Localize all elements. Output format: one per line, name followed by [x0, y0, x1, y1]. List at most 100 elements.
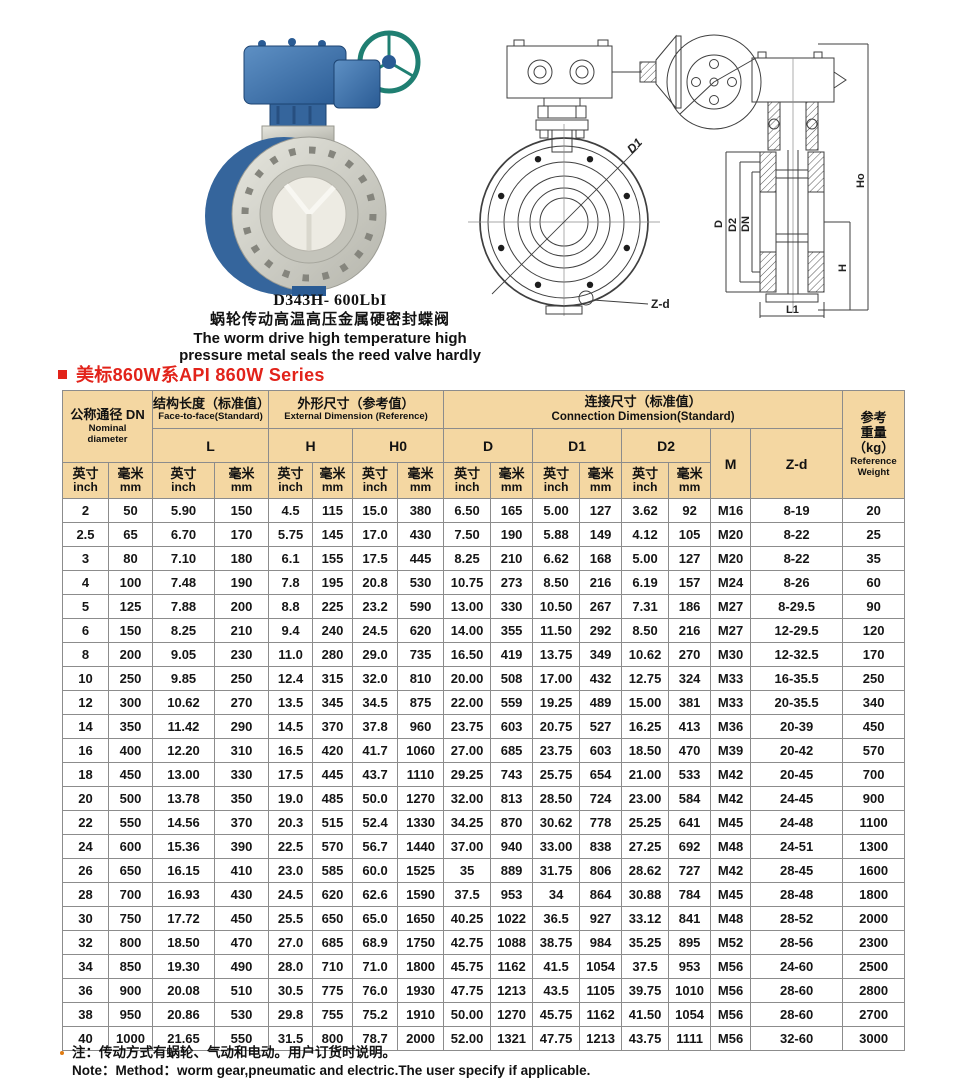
table-cell: M24: [710, 570, 752, 595]
table-cell: 28-45: [750, 858, 844, 883]
col-header-D1: D1: [532, 428, 623, 463]
table-cell: 12: [62, 690, 109, 715]
table-cell: 38.75: [532, 930, 581, 955]
table-cell: 533: [668, 762, 712, 787]
table-cell: 813: [490, 786, 534, 811]
table-cell: 10: [62, 666, 109, 691]
table-cell: 350: [214, 786, 270, 811]
table-cell: 20.8: [352, 570, 399, 595]
table-cell: 927: [579, 906, 623, 931]
unit-header-inch: 英寸 inch: [621, 462, 670, 499]
table-cell: 300: [107, 690, 154, 715]
table-cell: 20.00: [443, 666, 492, 691]
col-header-D2: D2: [621, 428, 712, 463]
table-cell: 1213: [579, 1026, 623, 1051]
table-cell: M56: [710, 978, 752, 1003]
col-header-M: M: [710, 428, 752, 499]
table-cell: 8.50: [532, 570, 581, 595]
figure-caption: D343H- 600LbI 蜗轮传动高温高压金属硬密封蝶阀 The worm d…: [120, 292, 540, 364]
table-cell: 380: [397, 498, 445, 523]
table-cell: 8.25: [443, 546, 492, 571]
table-cell: 76.0: [352, 978, 399, 1003]
table-row: 20 500 13.78 350 19.0 485 50.0 1270 32.00 813 28.5…: [62, 786, 906, 811]
table-cell: 654: [579, 762, 623, 787]
table-cell: 2000: [397, 1026, 445, 1051]
table-cell: 14.5: [268, 714, 314, 739]
valve-photo-illustration: [205, 30, 421, 296]
table-cell: 450: [107, 762, 154, 787]
table-cell: 240: [312, 618, 354, 643]
table-row: 34 850 19.30 490 28.0 710 71.0 1800 45.75 1162 41.…: [62, 954, 906, 979]
table-cell: 157: [668, 570, 712, 595]
table-cell: 20.08: [152, 978, 216, 1003]
table-cell: 900: [842, 786, 906, 811]
table-cell: 47.75: [532, 1026, 581, 1051]
table-cell: 115: [312, 498, 354, 523]
col-header-L: L: [152, 428, 270, 463]
table-cell: 24.5: [268, 882, 314, 907]
table-cell: 50: [107, 498, 154, 523]
table-cell: 370: [214, 810, 270, 835]
table-cell: 710: [312, 954, 354, 979]
spec-table-body: 2 50 5.90 150 4.5 115 15.0 380 6.50 165 5.00 127 3.6…: [62, 498, 906, 1051]
table-cell: 273: [490, 570, 534, 595]
table-cell: 16.93: [152, 882, 216, 907]
table-cell: 490: [214, 954, 270, 979]
table-row: 4 100 7.48 190 7.8 195 20.8 530 10.75 273 8.50 216 6…: [62, 570, 906, 595]
table-cell: M16: [710, 498, 752, 523]
table-cell: 24-60: [750, 954, 844, 979]
table-cell: 65: [107, 522, 154, 547]
table-cell: 1650: [397, 906, 445, 931]
table-cell: 900: [107, 978, 154, 1003]
table-cell: 889: [490, 858, 534, 883]
table-cell: 5.00: [621, 546, 670, 571]
table-cell: M33: [710, 690, 752, 715]
dim-label-dn: DN: [740, 216, 752, 232]
table-cell: 22.5: [268, 834, 314, 859]
table-cell: 530: [214, 1002, 270, 1027]
table-cell: 28-56: [750, 930, 844, 955]
table-cell: 14.00: [443, 618, 492, 643]
table-cell: 24: [62, 834, 109, 859]
table-cell: 585: [312, 858, 354, 883]
table-cell: 190: [214, 570, 270, 595]
table-cell: 225: [312, 594, 354, 619]
table-cell: 150: [214, 498, 270, 523]
table-row: 24 600 15.36 390 22.5 570 56.7 1440 37.00 940 33.0…: [62, 834, 906, 859]
table-cell: 410: [214, 858, 270, 883]
table-cell: 8-29.5: [750, 594, 844, 619]
table-cell: 6.50: [443, 498, 492, 523]
table-cell: 12.4: [268, 666, 314, 691]
table-cell: 25.75: [532, 762, 581, 787]
table-cell: 32.00: [443, 786, 492, 811]
drawing-front-view: D1 Z-d: [452, 26, 704, 318]
table-cell: 50.00: [443, 1002, 492, 1027]
table-cell: 778: [579, 810, 623, 835]
table-cell: 330: [214, 762, 270, 787]
table-cell: M39: [710, 738, 752, 763]
table-cell: 641: [668, 810, 712, 835]
table-cell: 1010: [668, 978, 712, 1003]
table-cell: 1800: [842, 882, 906, 907]
table-cell: 22.00: [443, 690, 492, 715]
table-cell: 190: [490, 522, 534, 547]
table-cell: 170: [842, 642, 906, 667]
table-cell: 45.75: [443, 954, 492, 979]
table-row: 12 300 10.62 270 13.5 345 34.5 875 22.00 559 19.25…: [62, 690, 906, 715]
table-cell: 24-45: [750, 786, 844, 811]
table-cell: 15.36: [152, 834, 216, 859]
table-cell: 603: [490, 714, 534, 739]
table-cell: 13.75: [532, 642, 581, 667]
table-cell: 120: [842, 618, 906, 643]
table-cell: 419: [490, 642, 534, 667]
table-cell: 550: [214, 1026, 270, 1051]
table-cell: 216: [579, 570, 623, 595]
table-cell: 71.0: [352, 954, 399, 979]
table-cell: 4: [62, 570, 109, 595]
table-cell: 1270: [490, 1002, 534, 1027]
table-row: 40 1000 21.65 550 31.5 800 78.7 2000 52.00 1321 47…: [62, 1026, 906, 1051]
table-cell: 23.2: [352, 594, 399, 619]
table-cell: 750: [107, 906, 154, 931]
table-cell: 100: [107, 570, 154, 595]
table-cell: 20.75: [532, 714, 581, 739]
